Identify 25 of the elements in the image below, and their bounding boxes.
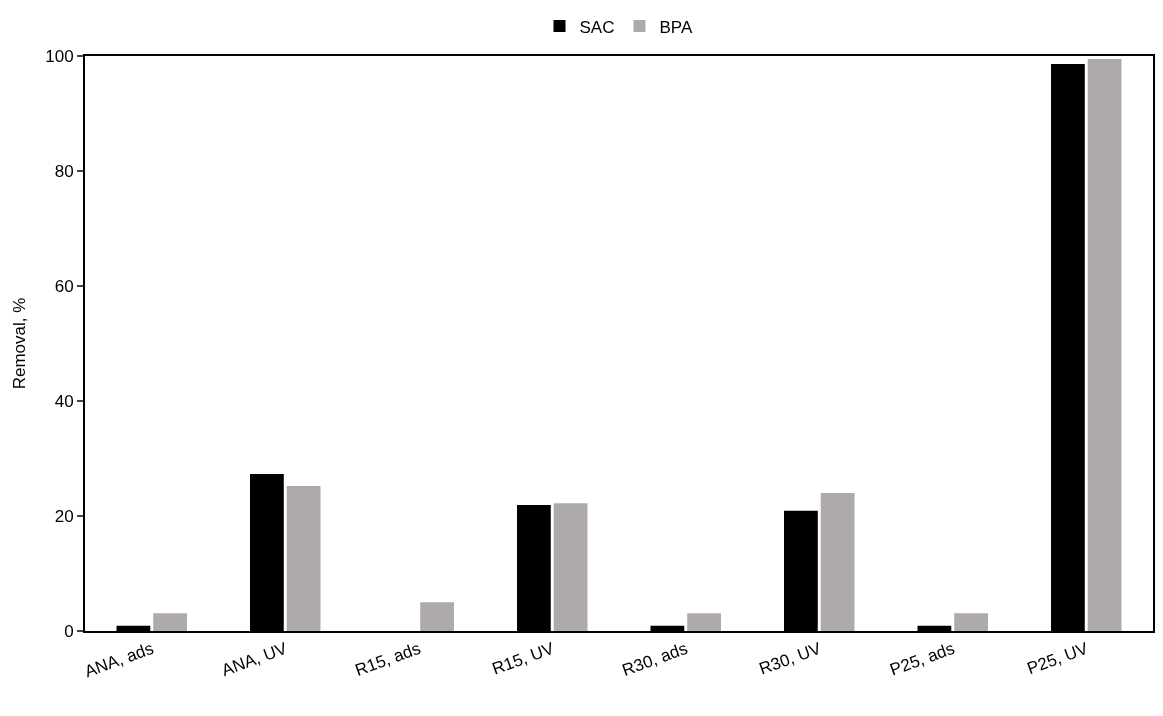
bar [954,613,988,631]
x-tick-label: R30, UV [756,638,825,679]
x-tick-label: P25, UV [1024,638,1092,679]
y-axis-title: Removal, % [10,297,30,390]
x-tick-label: ANA, UV [219,638,291,680]
x-tick-label: R15, UV [489,638,558,679]
y-tick-label: 0 [64,621,74,641]
y-tick-label: 100 [45,46,74,66]
y-tick-label: 60 [54,276,74,296]
y-tick-label: 20 [54,506,74,526]
bar [687,613,721,631]
x-tick-label: R15, ads [352,638,424,680]
x-tick-label: P25, ads [887,638,958,680]
y-tick-label: 40 [54,391,74,411]
bar [286,486,321,631]
x-tick-label: R30, ads [619,638,691,680]
y-tick-label: 80 [54,161,74,181]
legend-label: BPA [659,17,693,37]
bar [153,613,187,631]
legend-label: SAC [579,17,615,37]
bar [1087,58,1122,631]
bar [820,493,855,631]
bar [420,602,454,631]
x-tick-label: ANA, ads [82,638,157,682]
bar [553,503,588,631]
